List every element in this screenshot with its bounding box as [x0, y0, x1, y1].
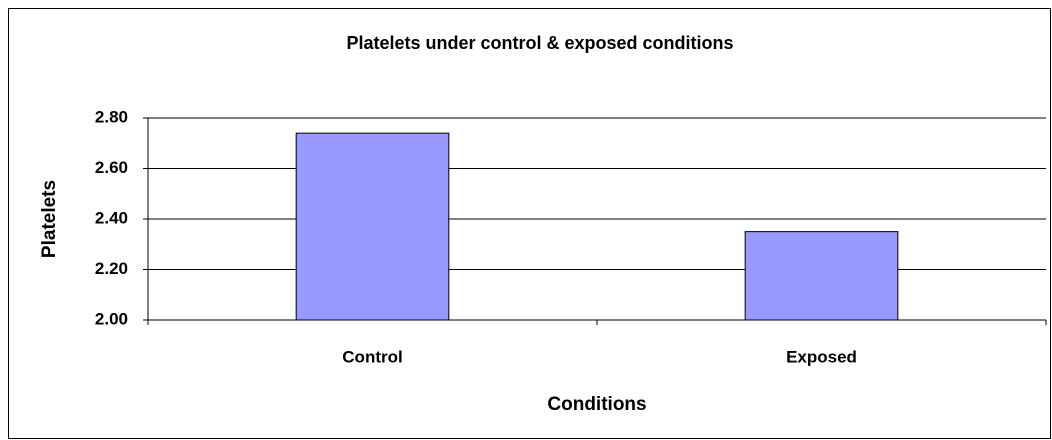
y-tick-label: 2.40 [95, 208, 128, 227]
bar [744, 231, 899, 321]
x-tick-label: Control [342, 347, 402, 366]
x-tick-label: Exposed [786, 347, 857, 366]
bar [295, 132, 450, 321]
y-axis-label: Platelets [39, 180, 60, 258]
chart-title: Platelets under control & exposed condit… [346, 33, 733, 53]
y-tick-label: 2.20 [95, 259, 128, 278]
chart-border [8, 8, 1051, 439]
x-axis-label: Conditions [547, 394, 646, 415]
y-tick-label: 2.00 [95, 309, 128, 328]
y-tick-label: 2.80 [95, 107, 128, 126]
y-tick-label: 2.60 [95, 158, 128, 177]
